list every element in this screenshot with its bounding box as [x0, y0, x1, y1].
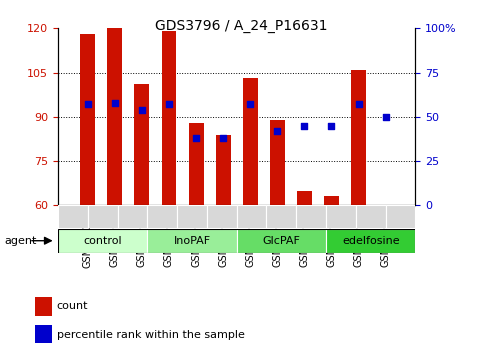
- Bar: [188, 123, 203, 205]
- Bar: [35, 297, 52, 316]
- Point: [138, 107, 146, 113]
- Text: InoPAF: InoPAF: [173, 236, 211, 246]
- Bar: [58, 229, 147, 253]
- Bar: [147, 205, 177, 228]
- Bar: [216, 135, 230, 205]
- Bar: [35, 325, 52, 343]
- Text: GlcPAF: GlcPAF: [262, 236, 300, 246]
- Text: agent: agent: [5, 236, 37, 246]
- Bar: [161, 31, 176, 205]
- Bar: [58, 205, 88, 228]
- Bar: [80, 34, 95, 205]
- Point: [219, 135, 227, 141]
- Point: [192, 135, 200, 141]
- Bar: [356, 205, 385, 228]
- Bar: [237, 205, 267, 228]
- Bar: [326, 229, 415, 253]
- Bar: [88, 205, 117, 228]
- Bar: [117, 205, 147, 228]
- Bar: [177, 205, 207, 228]
- Bar: [134, 84, 149, 205]
- Point: [165, 102, 173, 107]
- Point: [300, 123, 308, 129]
- Text: GDS3796 / A_24_P16631: GDS3796 / A_24_P16631: [155, 19, 328, 34]
- Point: [355, 102, 362, 107]
- Bar: [297, 190, 312, 205]
- Bar: [147, 229, 237, 253]
- Text: control: control: [84, 236, 122, 246]
- Bar: [270, 120, 285, 205]
- Point: [111, 100, 119, 105]
- Bar: [324, 196, 339, 205]
- Text: count: count: [57, 301, 88, 311]
- Bar: [351, 70, 366, 205]
- Point: [273, 128, 281, 134]
- Bar: [237, 229, 326, 253]
- Point: [246, 102, 254, 107]
- Bar: [243, 79, 257, 205]
- Bar: [207, 205, 237, 228]
- Bar: [107, 28, 122, 205]
- Point: [84, 102, 92, 107]
- Bar: [267, 205, 296, 228]
- Bar: [385, 205, 415, 228]
- Point: [327, 123, 335, 129]
- Bar: [296, 205, 326, 228]
- Text: percentile rank within the sample: percentile rank within the sample: [57, 330, 244, 340]
- Bar: [326, 205, 356, 228]
- Point: [382, 114, 389, 120]
- Text: edelfosine: edelfosine: [342, 236, 399, 246]
